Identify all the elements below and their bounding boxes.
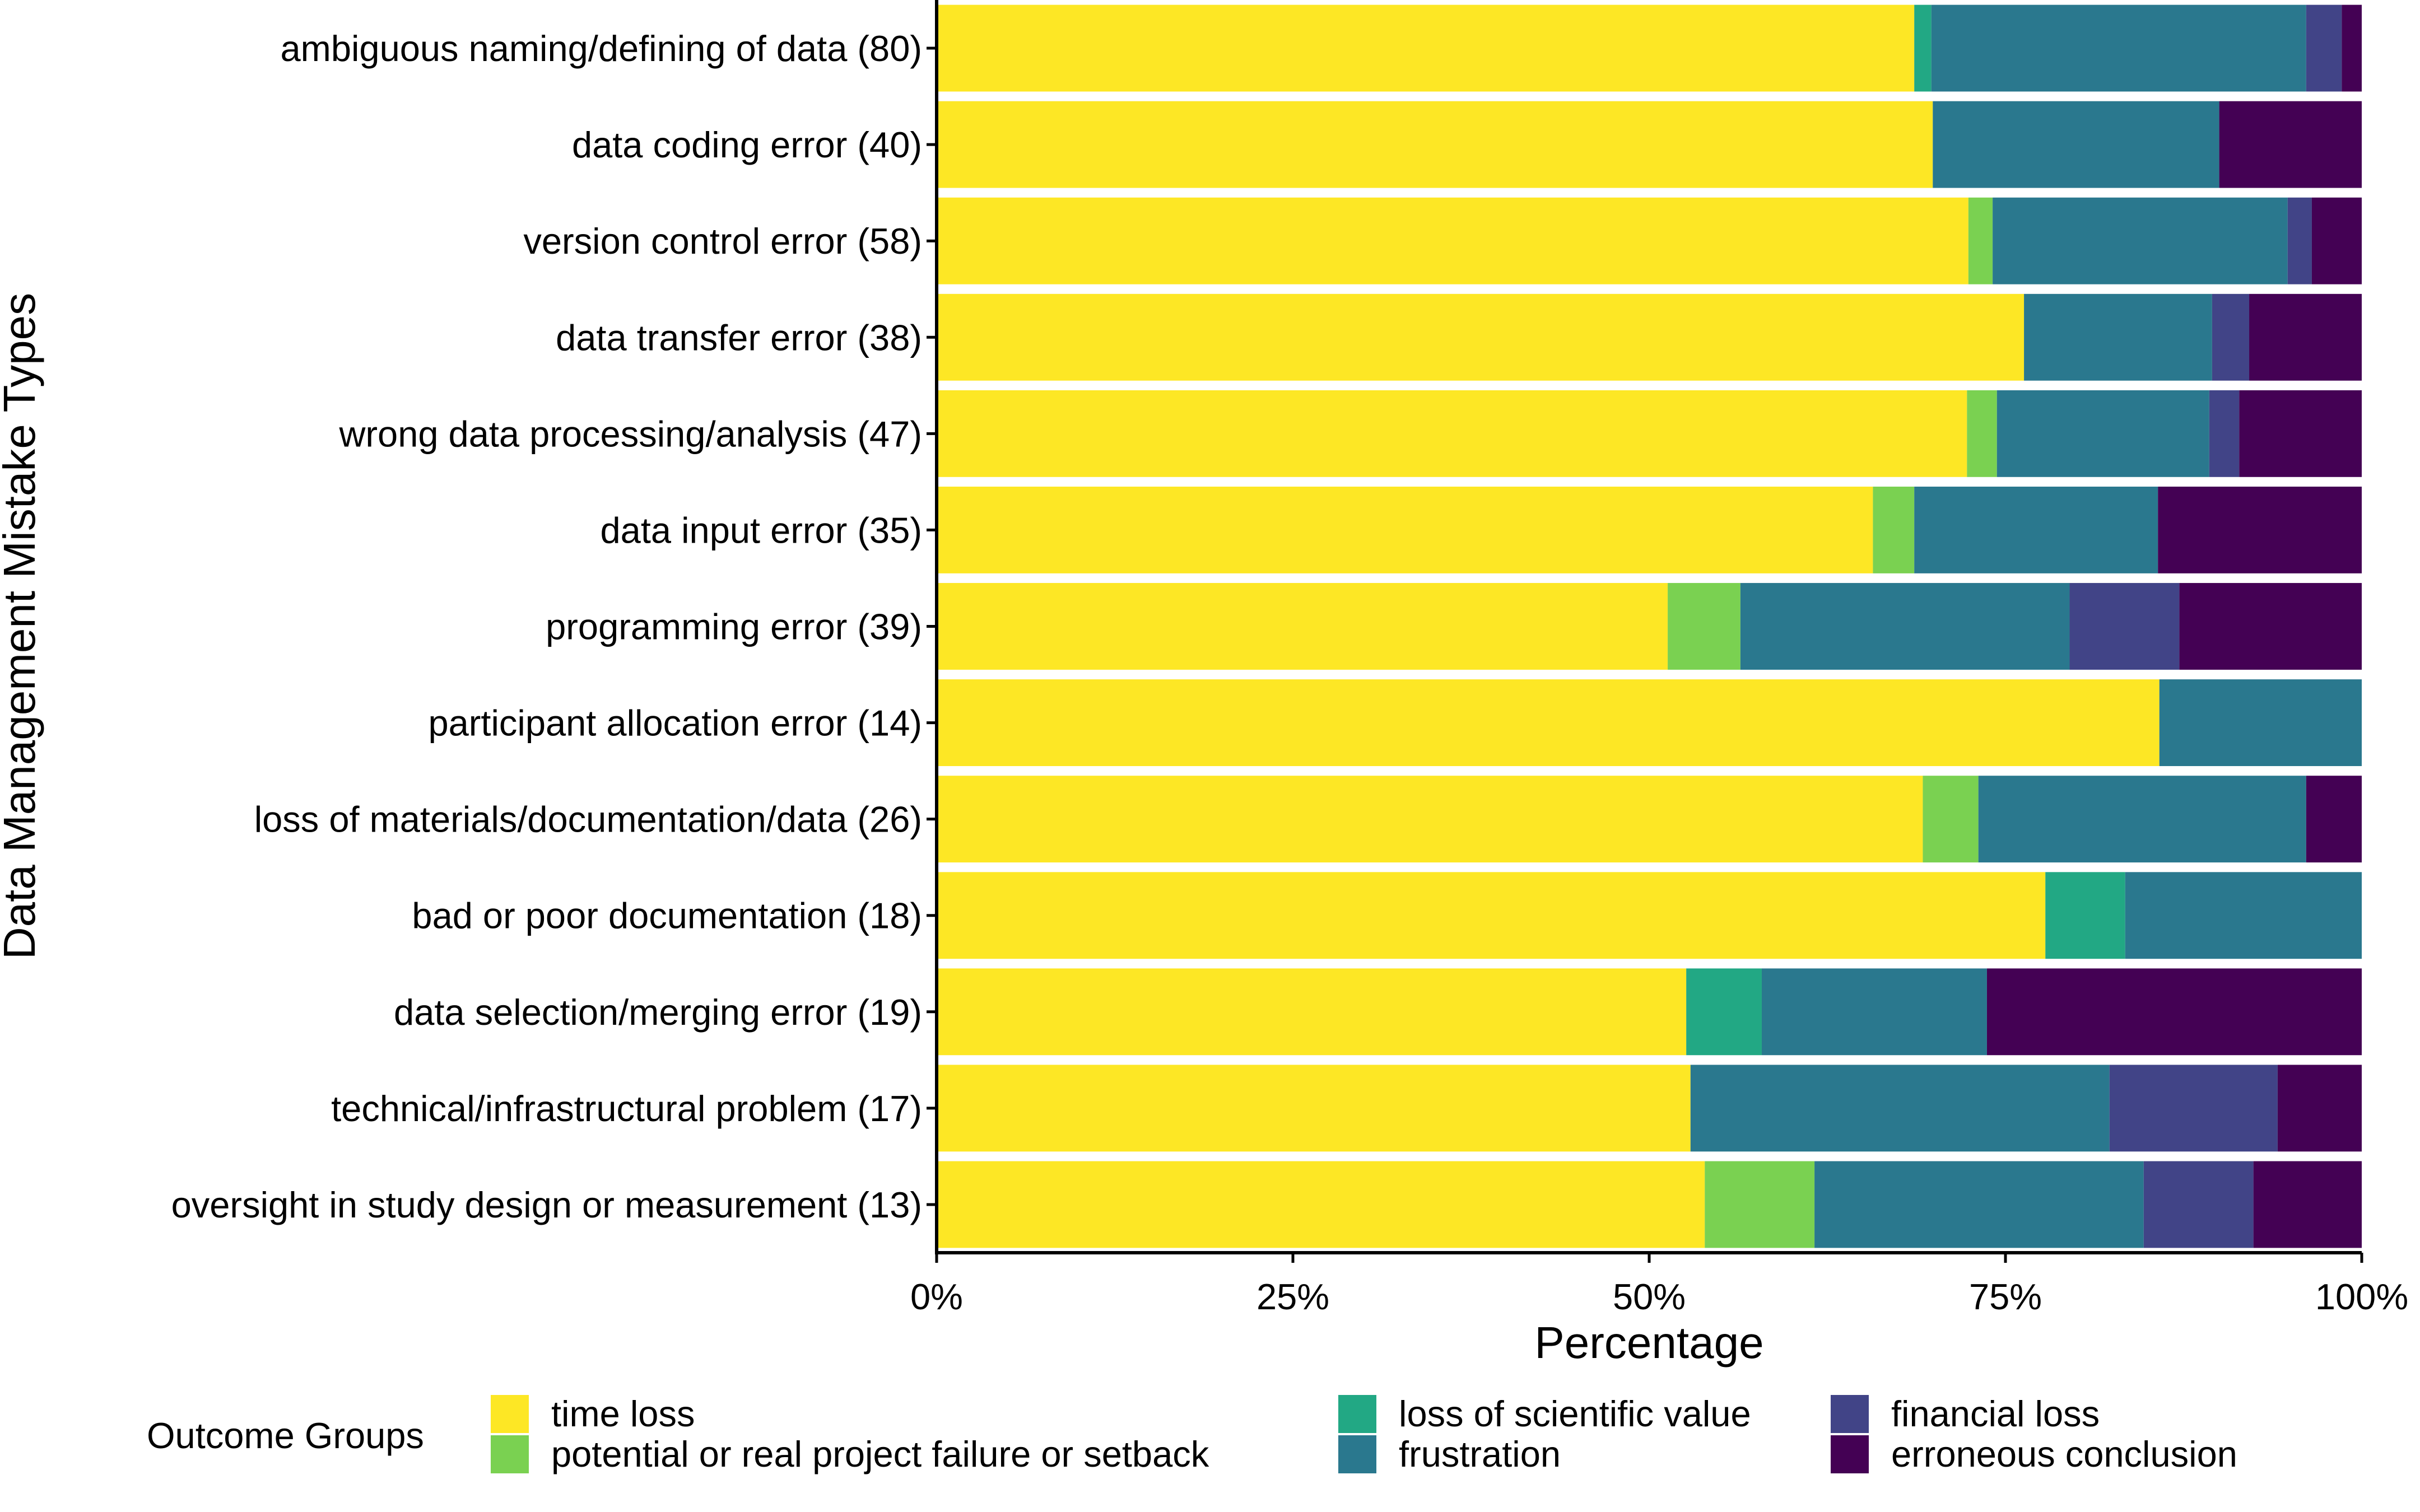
legend-item-label: erroneous conclusion	[1891, 1434, 2237, 1474]
bar-segment	[2306, 4, 2342, 92]
bar-segment	[937, 1161, 1705, 1248]
bar-segment	[2306, 776, 2362, 863]
y-tick-label: data coding error (40)	[572, 124, 922, 165]
y-tick-label: technical/infrastructural problem (17)	[331, 1088, 922, 1129]
bar-segment	[2342, 4, 2362, 92]
y-axis-title: Data Management Mistake Types	[0, 293, 44, 959]
x-axis-ticks: 0% 25% 50% 75% 100%	[910, 1253, 2408, 1317]
legend-item-label: time loss	[551, 1393, 695, 1434]
legend-key	[1831, 1395, 1869, 1433]
bar-segment	[937, 293, 2025, 381]
bar-segment	[1686, 968, 1762, 1056]
bar-segment	[2253, 1161, 2362, 1248]
bar-segment	[2311, 197, 2362, 284]
x-tick-label: 0%	[910, 1276, 963, 1317]
y-tick-label: programming error (39)	[546, 606, 922, 647]
bar-segment	[2212, 293, 2250, 381]
legend-key	[491, 1395, 529, 1433]
bar-segment	[937, 486, 1873, 573]
bar-segment	[937, 968, 1687, 1056]
legend-key	[1338, 1395, 1376, 1433]
bar-segment	[2109, 1065, 2278, 1152]
bar-segment	[1997, 390, 2209, 477]
bar-segment	[1761, 968, 1987, 1056]
bar-segment	[1933, 101, 2219, 188]
y-tick-label: data input error (35)	[601, 510, 922, 550]
bar-segment	[1705, 1161, 1815, 1248]
bar-segment	[1986, 968, 2362, 1056]
bar-segment	[1914, 4, 1932, 92]
legend-key	[1831, 1435, 1869, 1473]
bar-segment	[1978, 776, 2306, 863]
legend-key	[1338, 1435, 1376, 1473]
legend-item-label: financial loss	[1891, 1393, 2100, 1434]
y-tick-label: oversight in study design or measurement…	[171, 1184, 922, 1225]
y-tick-label: data selection/merging error (19)	[394, 992, 922, 1033]
bar-segment	[2069, 583, 2180, 670]
x-tick-label: 100%	[2315, 1276, 2408, 1317]
y-tick-label: version control error (58)	[523, 221, 922, 262]
y-tick-label: bad or poor documentation (18)	[412, 895, 922, 936]
legend-item-label: frustration	[1399, 1434, 1561, 1474]
legend-item-label: loss of scientific value	[1399, 1393, 1751, 1434]
bar-segment	[1993, 197, 2288, 284]
bar-segment	[937, 390, 1967, 477]
y-tick-label: loss of materials/documentation/data (26…	[254, 799, 922, 840]
bar-segment	[1967, 390, 1997, 477]
bars-group	[937, 4, 2362, 1248]
bar-segment	[1873, 486, 1915, 573]
bar-segment	[2143, 1161, 2254, 1248]
bar-segment	[1914, 486, 2158, 573]
y-tick-label: data transfer error (38)	[556, 317, 922, 358]
bar-segment	[1740, 583, 2070, 670]
bar-segment	[2249, 293, 2362, 381]
bar-segment	[1931, 4, 2306, 92]
bar-segment	[2045, 872, 2125, 959]
y-tick-label: wrong data processing/analysis (47)	[338, 413, 922, 454]
bar-segment	[937, 872, 2046, 959]
bar-segment	[2277, 1065, 2362, 1152]
bar-segment	[1968, 197, 1993, 284]
bar-segment	[1690, 1065, 2110, 1152]
bar-segment	[937, 197, 1968, 284]
y-tick-label: ambiguous naming/defining of data (80)	[281, 28, 922, 69]
bar-segment	[2209, 390, 2240, 477]
x-tick-label: 75%	[1969, 1276, 2042, 1317]
bar-segment	[937, 776, 1923, 863]
x-axis-title: Percentage	[1534, 1318, 1763, 1368]
bar-segment	[1814, 1161, 2144, 1248]
bar-segment	[1668, 583, 1740, 670]
bar-segment	[2158, 486, 2362, 573]
y-tick-label: participant allocation error (14)	[428, 703, 922, 744]
bar-segment	[2287, 197, 2312, 284]
legend-title: Outcome Groups	[147, 1415, 424, 1456]
y-axis-ticks: ambiguous naming/defining of data (80) da…	[171, 28, 937, 1225]
bar-segment	[937, 101, 1933, 188]
bar-segment	[2125, 872, 2362, 959]
bar-segment	[937, 583, 1668, 670]
bar-segment	[937, 679, 2160, 767]
bar-segment	[2239, 390, 2362, 477]
bar-segment	[2024, 293, 2212, 381]
x-tick-label: 50%	[1613, 1276, 1686, 1317]
bar-segment	[937, 1065, 1691, 1152]
bar-segment	[937, 4, 1915, 92]
x-tick-label: 25%	[1256, 1276, 1329, 1317]
bar-segment	[2159, 679, 2362, 767]
legend-key	[491, 1435, 529, 1473]
legend-item-label: potential or real project failure or set…	[551, 1434, 1209, 1474]
bar-segment	[2219, 101, 2362, 188]
bar-segment	[1923, 776, 1979, 863]
bar-segment	[2179, 583, 2362, 670]
